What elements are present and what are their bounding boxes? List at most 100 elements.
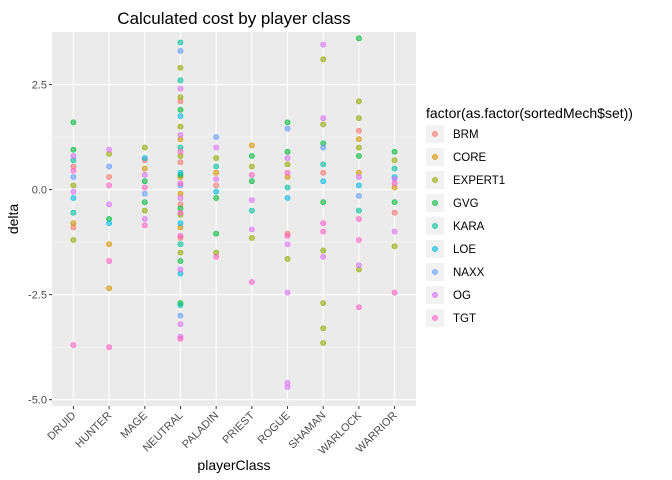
x-tick-label: PALADIN [180, 410, 221, 451]
legend-swatch [432, 154, 438, 160]
data-point [70, 182, 77, 189]
data-point [106, 220, 112, 227]
data-point [70, 195, 77, 201]
data-point [391, 157, 398, 164]
data-point [320, 144, 327, 151]
data-point [284, 148, 291, 155]
data-point [213, 163, 220, 170]
data-point [284, 195, 291, 201]
data-point [70, 209, 77, 216]
data-point [248, 153, 255, 159]
x-tick-label: DRUID [45, 410, 78, 443]
data-point [284, 241, 291, 248]
data-point [213, 230, 220, 237]
data-point [106, 182, 112, 189]
legend-label: EXPERT1 [453, 175, 505, 187]
data-point [177, 159, 184, 166]
data-point [284, 125, 291, 132]
data-point [141, 184, 148, 191]
data-point [320, 121, 327, 128]
data-point [177, 64, 184, 71]
data-point [284, 232, 291, 239]
data-point [320, 178, 327, 185]
data-point [177, 258, 184, 264]
data-point [391, 148, 398, 155]
data-point [391, 228, 398, 235]
data-point [106, 258, 112, 264]
data-point [356, 35, 362, 42]
data-point [213, 253, 220, 260]
data-point [141, 190, 148, 197]
data-point [320, 325, 327, 332]
data-point [213, 188, 220, 195]
data-point [70, 119, 77, 126]
data-point [177, 85, 184, 92]
data-point [177, 232, 184, 239]
data-point [356, 174, 362, 180]
x-tick-label: MAGE [119, 410, 150, 441]
data-point [106, 174, 112, 180]
data-point [356, 192, 362, 199]
data-point [141, 144, 148, 151]
data-point [177, 180, 184, 187]
data-point [106, 201, 112, 208]
data-point [70, 174, 77, 180]
data-point [391, 199, 398, 206]
legend-label: GVG [453, 198, 479, 210]
legend-label: LOE [453, 244, 476, 256]
y-axis-title: delta [5, 204, 21, 235]
data-point [177, 48, 184, 54]
data-point [177, 195, 184, 201]
legend-label: NAXX [453, 267, 485, 279]
legend-label: OG [453, 290, 471, 302]
data-point [177, 266, 184, 273]
data-point [106, 163, 112, 170]
data-point [70, 153, 77, 159]
data-point [70, 146, 77, 153]
data-point [356, 237, 362, 243]
data-point [356, 216, 362, 222]
data-point [320, 300, 327, 306]
data-point [177, 94, 184, 101]
data-point [248, 178, 255, 185]
data-point [248, 207, 255, 214]
data-point [70, 220, 77, 227]
data-point [356, 304, 362, 311]
data-point [177, 312, 184, 319]
chart-title: Calculated cost by player class [117, 9, 350, 28]
legend-swatch [432, 131, 438, 137]
data-point [177, 209, 184, 216]
data-point [391, 243, 398, 250]
legend-label: CORE [453, 152, 487, 164]
data-point [284, 155, 291, 161]
data-point [391, 165, 398, 172]
data-point [177, 77, 184, 84]
data-point [356, 115, 362, 122]
data-point [284, 289, 291, 296]
data-point [106, 344, 112, 351]
data-point [141, 207, 148, 214]
data-point [356, 127, 362, 134]
legend-swatch [432, 200, 438, 206]
legend-label: BRM [453, 129, 479, 141]
data-point [70, 342, 77, 348]
data-point [70, 237, 77, 243]
data-point [141, 216, 148, 222]
data-point [320, 41, 327, 48]
data-point [177, 169, 184, 176]
y-tick-label: 0.0 [32, 185, 47, 197]
data-point [177, 39, 184, 46]
data-point [356, 144, 362, 151]
y-axis-ticks: 2.5 0.0 -2.5 -5.0 [28, 80, 52, 407]
data-point [284, 384, 291, 390]
data-point [70, 167, 77, 174]
data-point [213, 182, 220, 189]
legend-swatch [432, 246, 438, 252]
data-point [248, 197, 255, 203]
data-point [248, 142, 255, 149]
data-point [70, 188, 77, 195]
data-point [106, 241, 112, 248]
data-point [320, 247, 327, 254]
data-point [177, 106, 184, 113]
